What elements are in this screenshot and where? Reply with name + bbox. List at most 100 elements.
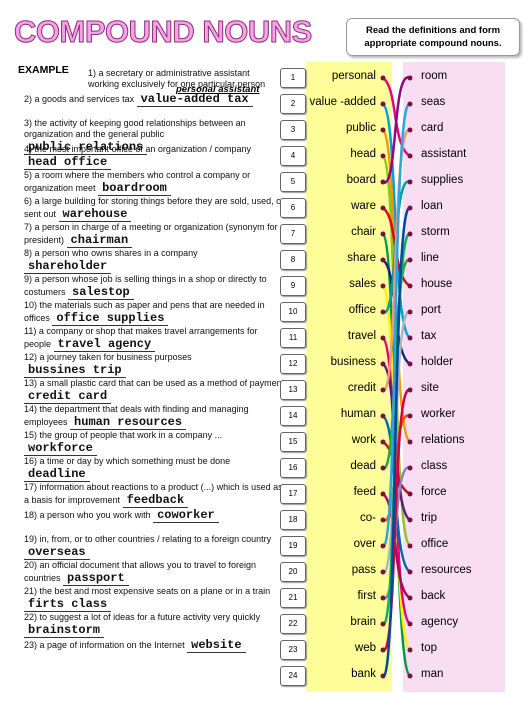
- answer: personal assistant: [176, 84, 260, 95]
- number-box: 17: [280, 484, 306, 504]
- definition-number: 23): [24, 640, 38, 650]
- right-word: worker: [421, 408, 456, 420]
- definition-number: 14): [24, 404, 38, 414]
- definition: 1) a secretary or administrative assista…: [88, 68, 278, 90]
- definition-number: 15): [24, 430, 38, 440]
- definition: 4) the most important office of an organ…: [24, 144, 286, 170]
- dot: [407, 569, 413, 575]
- answer: chairman: [66, 233, 133, 248]
- dot: [380, 387, 386, 393]
- definition-number: 21): [24, 586, 38, 596]
- dot: [407, 283, 413, 289]
- number-box: 6: [280, 198, 306, 218]
- dot: [380, 621, 386, 627]
- definition-number: 18): [24, 510, 38, 520]
- right-word: port: [421, 304, 441, 316]
- left-word: human: [340, 408, 376, 420]
- answer: value-added tax: [136, 92, 253, 107]
- definition-number: 1): [88, 68, 97, 78]
- answer: firts class: [24, 597, 112, 612]
- definition-number: 22): [24, 612, 38, 622]
- dot: [407, 101, 413, 107]
- right-word: seas: [421, 96, 446, 108]
- answer: brainstorm: [24, 623, 105, 638]
- right-word: agency: [421, 616, 459, 628]
- definition-text: in, from, or to other countries / relati…: [39, 534, 272, 544]
- dot: [407, 387, 413, 393]
- dot: [407, 491, 413, 497]
- number-box: 16: [280, 458, 306, 478]
- left-word: chair: [351, 226, 376, 238]
- definition-text: a large building for storing things befo…: [24, 196, 285, 219]
- dot: [407, 127, 413, 133]
- definition: 8) a person who owns shares in a company…: [24, 248, 286, 274]
- right-word: resources: [421, 564, 472, 576]
- definition: 17) information about reactions to a pro…: [24, 482, 286, 508]
- dot: [380, 543, 386, 549]
- right-word: supplies: [421, 174, 464, 186]
- dot: [407, 413, 413, 419]
- definition: 20) an official document that allows you…: [24, 560, 286, 586]
- definition: 6) a large building for storing things b…: [24, 196, 286, 222]
- definition-number: 20): [24, 560, 38, 570]
- number-box: 7: [280, 224, 306, 244]
- right-word: storm: [421, 226, 450, 238]
- number-box: 9: [280, 276, 306, 296]
- definition-number: 7): [24, 222, 33, 232]
- definition-text: the activity of keeping good relationshi…: [24, 118, 246, 139]
- dot: [407, 179, 413, 185]
- dot: [407, 595, 413, 601]
- dot: [407, 309, 413, 315]
- number-box: 5: [280, 172, 306, 192]
- left-word: over: [353, 538, 376, 550]
- dot: [407, 673, 413, 679]
- definition-number: 6): [24, 196, 33, 206]
- connection-line: [382, 76, 411, 184]
- definition: 15) the group of people that work in a c…: [24, 430, 286, 456]
- definition-number: 2): [24, 94, 33, 104]
- number-box: 4: [280, 146, 306, 166]
- dot: [407, 153, 413, 159]
- definition: 22) to suggest a lot of ideas for a futu…: [24, 612, 286, 638]
- number-box: 24: [280, 666, 306, 686]
- left-word: business: [330, 356, 376, 368]
- definition: 10) the materials such as paper and pens…: [24, 300, 286, 326]
- left-word: value -added: [309, 96, 377, 108]
- connection-line: [381, 388, 412, 652]
- definition: 21) the best and most expensive seats on…: [24, 586, 286, 612]
- definition: 11) a company or shop that makes travel …: [24, 326, 286, 352]
- right-word: office: [421, 538, 449, 550]
- connection-line: [382, 76, 411, 158]
- definition-text: the group of people that work in a compa…: [39, 430, 223, 440]
- right-word: card: [421, 122, 444, 134]
- definition: 12) a journey taken for business purpose…: [24, 352, 286, 378]
- left-word: co-: [360, 512, 376, 524]
- definition: 23) a page of information on the Interne…: [24, 638, 286, 653]
- left-word: brain: [350, 616, 376, 628]
- answer: public relations: [24, 140, 148, 155]
- definition: 9) a person whose job is selling things …: [24, 274, 286, 300]
- answer: office supplies: [52, 311, 169, 326]
- number-box: 1: [280, 68, 306, 88]
- number-box: 15: [280, 432, 306, 452]
- dot: [407, 465, 413, 471]
- example-label: EXAMPLE: [18, 64, 69, 76]
- definition-text: a person who you work with: [39, 510, 151, 520]
- connection-line: [381, 206, 412, 678]
- right-word: relations: [421, 434, 465, 446]
- definition-text: a room where the members who control a c…: [24, 170, 251, 193]
- number-box: 3: [280, 120, 306, 140]
- dot: [407, 517, 413, 523]
- answer: human resources: [70, 415, 187, 430]
- answer: overseas: [24, 545, 90, 560]
- answer: boardroom: [98, 181, 171, 196]
- answer: passport: [63, 571, 129, 586]
- answer: feedback: [122, 493, 189, 508]
- dot: [380, 517, 386, 523]
- answer: travel agency: [53, 337, 156, 352]
- definition: 16) a time or day by which something mus…: [24, 456, 286, 482]
- definition-text: a person whose job is selling things in …: [24, 274, 267, 297]
- number-box: 19: [280, 536, 306, 556]
- instruction: Read the definitions and form appropriat…: [346, 18, 520, 56]
- number-box: 18: [280, 510, 306, 530]
